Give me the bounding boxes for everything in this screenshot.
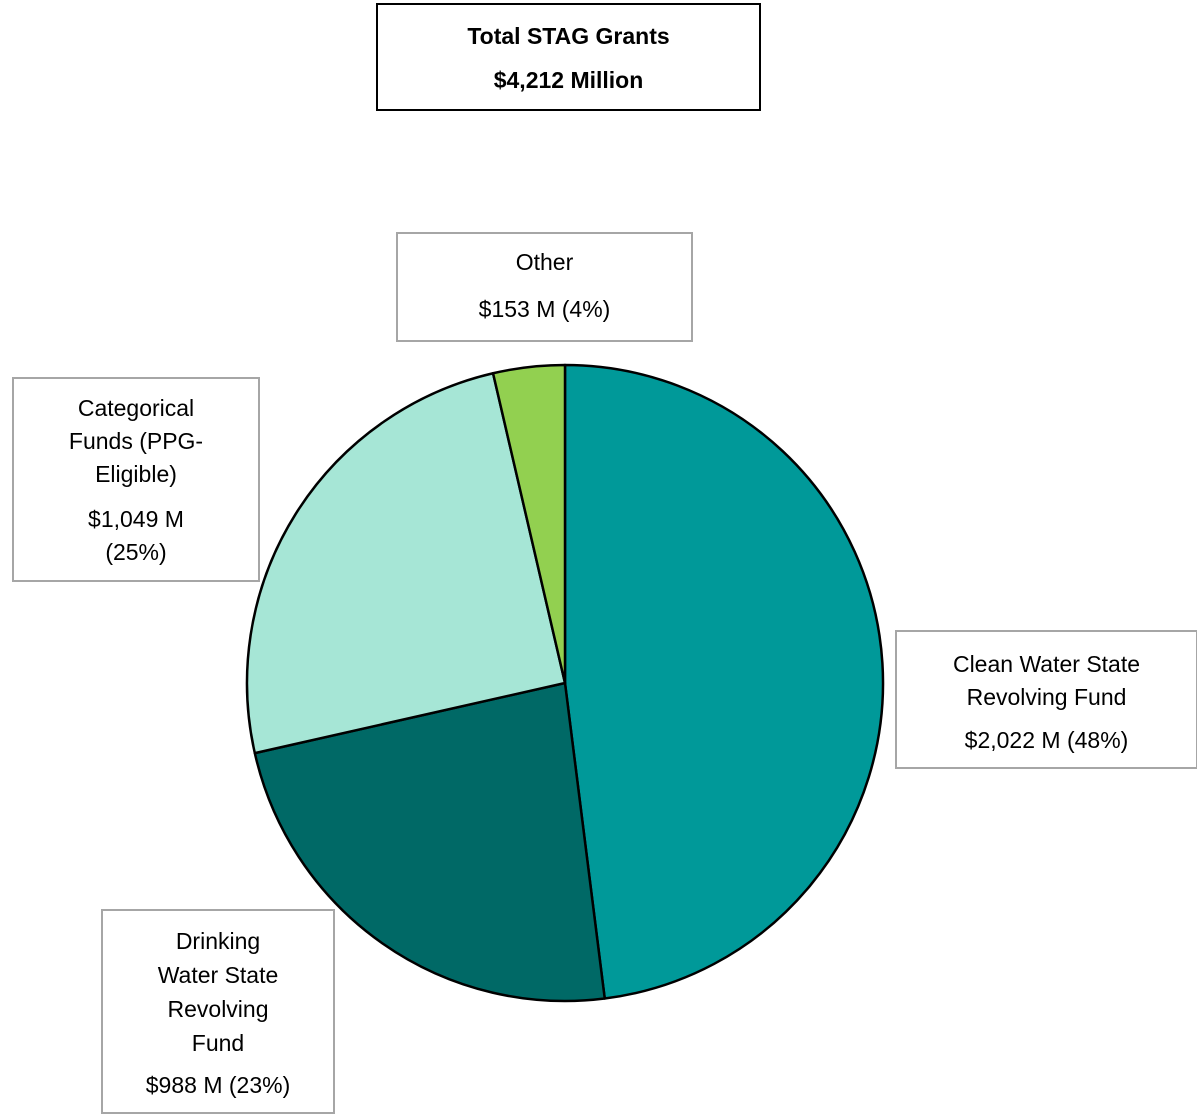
slice-name: Other: [515, 249, 574, 275]
pie-slice-other: [491, 363, 567, 685]
slice-label-categorical-funds: Categorical Funds (PPG- Eligible) $1,049…: [12, 377, 260, 582]
slice-name-line: Revolving Fund: [966, 684, 1127, 710]
slice-percent: (25%): [105, 539, 167, 565]
pie-slice-cw: [563, 363, 885, 1000]
slice-name-line: Revolving: [167, 996, 269, 1022]
chart-title: Total STAG Grants: [467, 23, 670, 49]
slice-name-line: Funds (PPG-: [68, 428, 204, 454]
slice-name-line: Categorical: [77, 395, 195, 421]
slice-name-line: Fund: [191, 1030, 245, 1056]
slice-value: $2,022 M (48%): [964, 727, 1129, 753]
chart-total: $4,212 Million: [493, 67, 644, 93]
chart-title-box: Total STAG Grants $4,212 Million: [376, 3, 761, 111]
pie-slice-dw: [253, 681, 606, 1003]
pie-slice-categorical: [245, 372, 567, 755]
slice-name-line: Clean Water State: [952, 651, 1141, 677]
slice-name-line: Eligible): [95, 461, 177, 487]
slice-value: $988 M (23%): [145, 1072, 291, 1098]
slice-label-drinking-water: Drinking Water State Revolving Fund $988…: [101, 909, 335, 1114]
slice-label-clean-water: Clean Water State Revolving Fund $2,022 …: [895, 630, 1197, 769]
slice-name-line: Water State: [157, 962, 279, 988]
slice-name-line: Drinking: [175, 928, 261, 954]
slice-value: $1,049 M: [88, 506, 184, 532]
slice-label-other: Other $153 M (4%): [396, 232, 693, 342]
slice-value: $153 M (4%): [478, 296, 611, 322]
